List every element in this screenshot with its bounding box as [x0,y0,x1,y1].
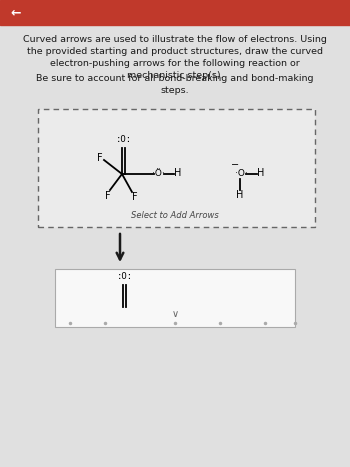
Text: :O:: :O: [117,272,133,281]
Bar [0,0,350,25]
Text: Select to Add Arrows: Select to Add Arrows [131,211,219,220]
Text: H: H [174,168,182,178]
FancyBboxPatch shape [55,269,295,327]
FancyBboxPatch shape [38,109,315,227]
Text: H: H [236,190,244,200]
Text: H: H [257,168,265,178]
Text: Be sure to account for all bond-breaking and bond-making
steps.: Be sure to account for all bond-breaking… [36,74,314,95]
Text: −: − [231,160,239,170]
Text: Curved arrows are used to illustrate the flow of electrons. Using
the provided s: Curved arrows are used to illustrate the… [23,35,327,80]
Text: F: F [97,153,103,163]
Text: :O:: :O: [116,135,132,144]
Text: ←: ← [10,7,21,20]
Text: ·Ö·: ·Ö· [152,169,164,177]
Text: ∨: ∨ [172,309,178,319]
Text: ·O·: ·O· [234,169,247,177]
Text: F: F [105,191,111,201]
Text: F: F [132,192,138,202]
